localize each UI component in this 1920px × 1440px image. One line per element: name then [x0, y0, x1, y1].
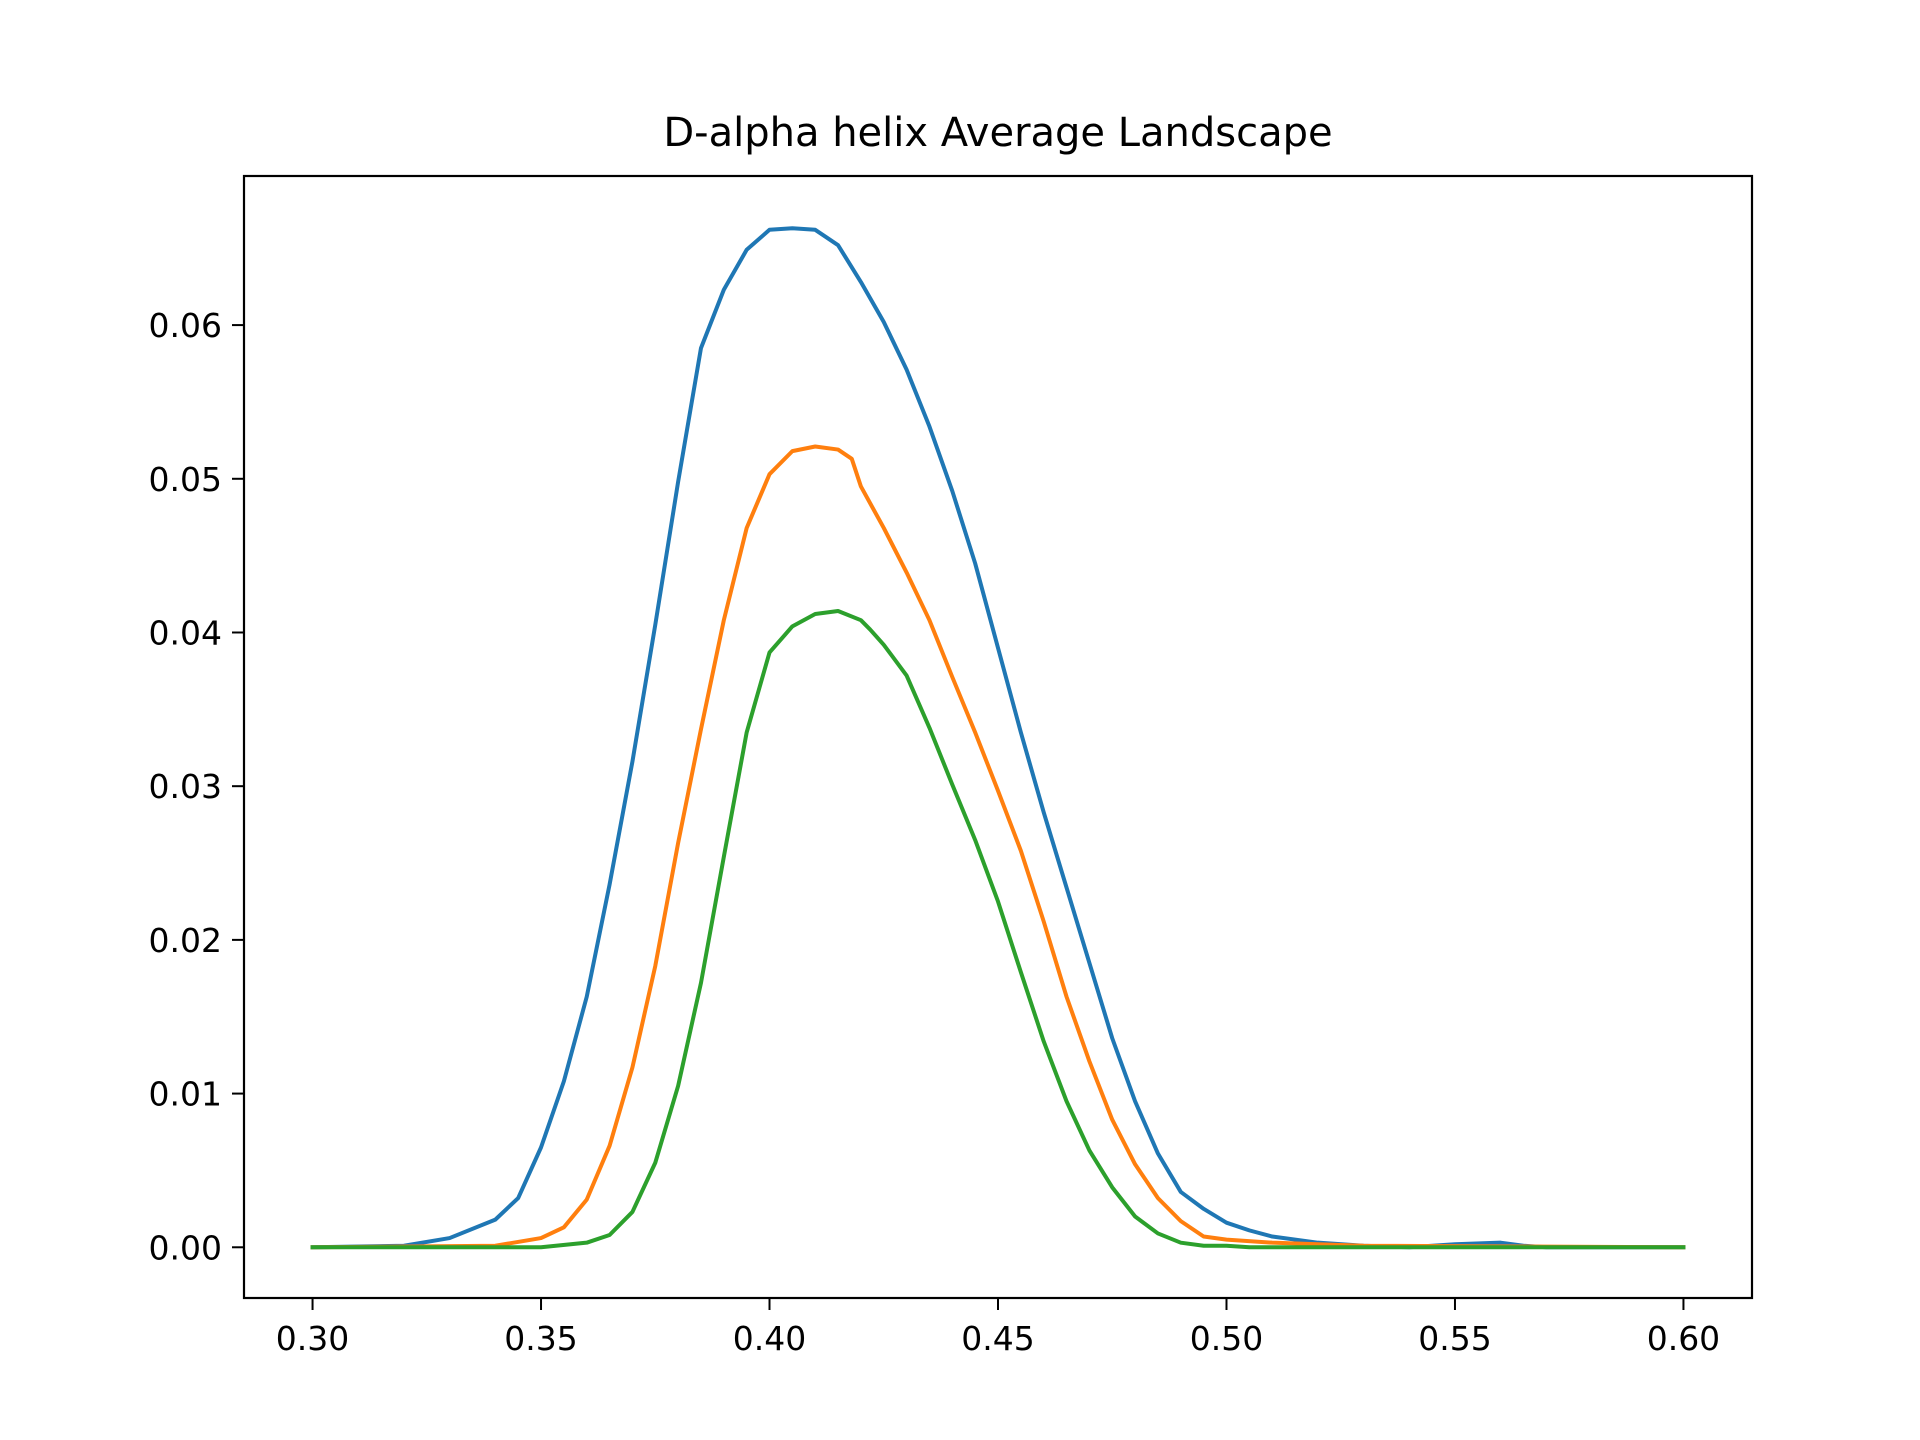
- y-tick-label: 0.06: [149, 306, 222, 345]
- x-tick-label: 0.30: [276, 1319, 349, 1358]
- series-layer: [310, 226, 1686, 1250]
- y-tick-label: 0.04: [149, 613, 222, 652]
- x-tick-label: 0.35: [504, 1319, 577, 1358]
- y-axis: 0.00 0.01 0.02 0.03 0.04 0.05 0.06: [149, 306, 244, 1267]
- series-line-2: [310, 444, 1686, 1250]
- x-tick-label: 0.40: [733, 1319, 806, 1358]
- y-tick-label: 0.01: [149, 1075, 222, 1114]
- y-tick-label: 0.05: [149, 460, 222, 499]
- x-tick-label: 0.60: [1647, 1319, 1720, 1358]
- series-line-3: [310, 608, 1686, 1250]
- y-tick-label: 0.03: [149, 767, 222, 806]
- chart-title: D-alpha helix Average Landscape: [663, 110, 1332, 156]
- x-tick-label: 0.45: [961, 1319, 1034, 1358]
- x-tick-label: 0.55: [1418, 1319, 1491, 1358]
- y-tick-label: 0.00: [149, 1228, 222, 1267]
- series-line-1: [310, 226, 1686, 1250]
- y-tick-label: 0.02: [149, 921, 222, 960]
- axes-frame: [242, 174, 1754, 1300]
- x-axis: 0.30 0.35 0.40 0.45 0.50 0.55 0.60: [276, 1298, 1720, 1358]
- x-tick-label: 0.50: [1190, 1319, 1263, 1358]
